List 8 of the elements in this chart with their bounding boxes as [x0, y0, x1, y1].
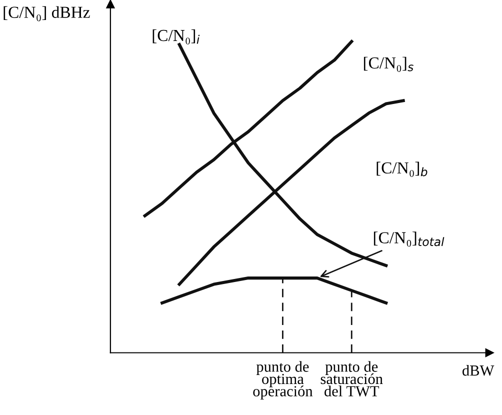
series-label: [C/N₀]$_{s}$	[364, 56, 414, 72]
text: [C/N₀]$_{b}$	[376, 162, 428, 177]
text: [C/N₀]$_{total}$	[374, 232, 444, 247]
x-tick-label: punto de optima operación	[253, 361, 313, 400]
y-axis-title: [C/N₀] dBHz	[4, 6, 90, 22]
series-label: [C/N₀]$_{i}$	[152, 29, 200, 44]
x-axis-title: dBW	[462, 364, 494, 376]
x-tick-label: punto de saturación del TWT	[320, 361, 383, 396]
